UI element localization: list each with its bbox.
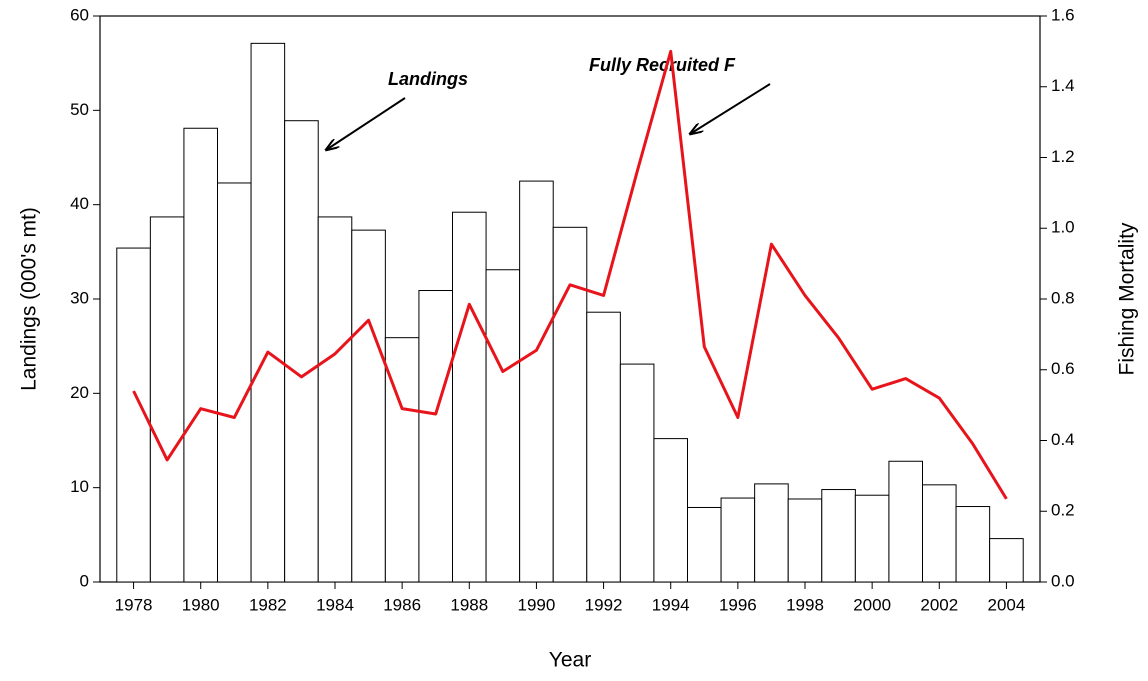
bar bbox=[888, 460, 924, 583]
y2-tick-label: 1.4 bbox=[1051, 76, 1075, 95]
bar bbox=[317, 216, 353, 583]
bar bbox=[955, 506, 991, 583]
x-tick-label: 1982 bbox=[249, 595, 287, 614]
bar bbox=[217, 182, 252, 583]
bar bbox=[485, 269, 521, 583]
x-tick-label: 1996 bbox=[719, 595, 757, 614]
y2-tick-label: 1.2 bbox=[1051, 147, 1075, 166]
bar bbox=[552, 226, 588, 583]
x-tick-label: 1986 bbox=[383, 595, 421, 614]
x-tick-label: 1978 bbox=[115, 595, 153, 614]
annotation-arrow bbox=[690, 83, 771, 134]
y2-tick-label: 0.8 bbox=[1051, 288, 1075, 307]
x-tick-label: 1994 bbox=[652, 595, 690, 614]
annotation-arrow bbox=[326, 97, 406, 150]
x-tick-label: 1980 bbox=[182, 595, 220, 614]
bar bbox=[787, 498, 823, 583]
annotation: Landings bbox=[388, 69, 468, 89]
x-tick-label: 1984 bbox=[316, 595, 354, 614]
bar bbox=[183, 127, 219, 583]
y2-tick-label: 0.6 bbox=[1051, 359, 1075, 378]
y-tick-label: 50 bbox=[70, 100, 89, 119]
bar bbox=[653, 438, 689, 583]
bar bbox=[284, 120, 319, 583]
bar bbox=[149, 216, 185, 583]
line bbox=[132, 49, 1008, 500]
y-tick-label: 20 bbox=[70, 383, 89, 402]
y-tick-label: 30 bbox=[70, 288, 89, 307]
x-tick-label: 2002 bbox=[920, 595, 958, 614]
bar bbox=[821, 489, 856, 583]
bar bbox=[687, 506, 722, 583]
bar bbox=[250, 42, 286, 583]
y-tick-label: 0 bbox=[80, 571, 89, 590]
y-tick-label: 10 bbox=[70, 477, 89, 496]
bar bbox=[989, 538, 1024, 583]
y-axis-label: Landings (000's mt) bbox=[18, 207, 41, 391]
y2-tick-label: 0.2 bbox=[1051, 501, 1075, 520]
bar bbox=[922, 484, 957, 583]
annotation: Fully Recruited F bbox=[589, 55, 736, 75]
bar bbox=[754, 483, 789, 583]
y2-tick-label: 1.0 bbox=[1051, 218, 1075, 237]
bar bbox=[519, 180, 554, 583]
y2-axis-label: Fishing Mortality bbox=[1116, 222, 1139, 375]
x-tick-label: 1992 bbox=[585, 595, 623, 614]
bar bbox=[351, 229, 386, 583]
bar bbox=[619, 363, 655, 583]
bar bbox=[384, 337, 420, 583]
y2-tick-label: 0.4 bbox=[1051, 430, 1075, 449]
y-tick-label: 60 bbox=[70, 5, 89, 24]
bar bbox=[720, 497, 756, 583]
x-tick-label: 2004 bbox=[988, 595, 1026, 614]
bar bbox=[586, 311, 621, 583]
x-tick-label: 1998 bbox=[786, 595, 824, 614]
x-tick-label: 1988 bbox=[450, 595, 488, 614]
x-tick-label: 2000 bbox=[853, 595, 891, 614]
y2-tick-label: 1.6 bbox=[1051, 5, 1075, 24]
x-tick-label: 1990 bbox=[518, 595, 556, 614]
y2-tick-label: 0.0 bbox=[1051, 571, 1075, 590]
x-axis-label: Year bbox=[549, 649, 591, 672]
bar bbox=[452, 211, 487, 583]
bar bbox=[418, 290, 453, 583]
y-tick-label: 40 bbox=[70, 194, 89, 213]
bar bbox=[854, 494, 890, 583]
